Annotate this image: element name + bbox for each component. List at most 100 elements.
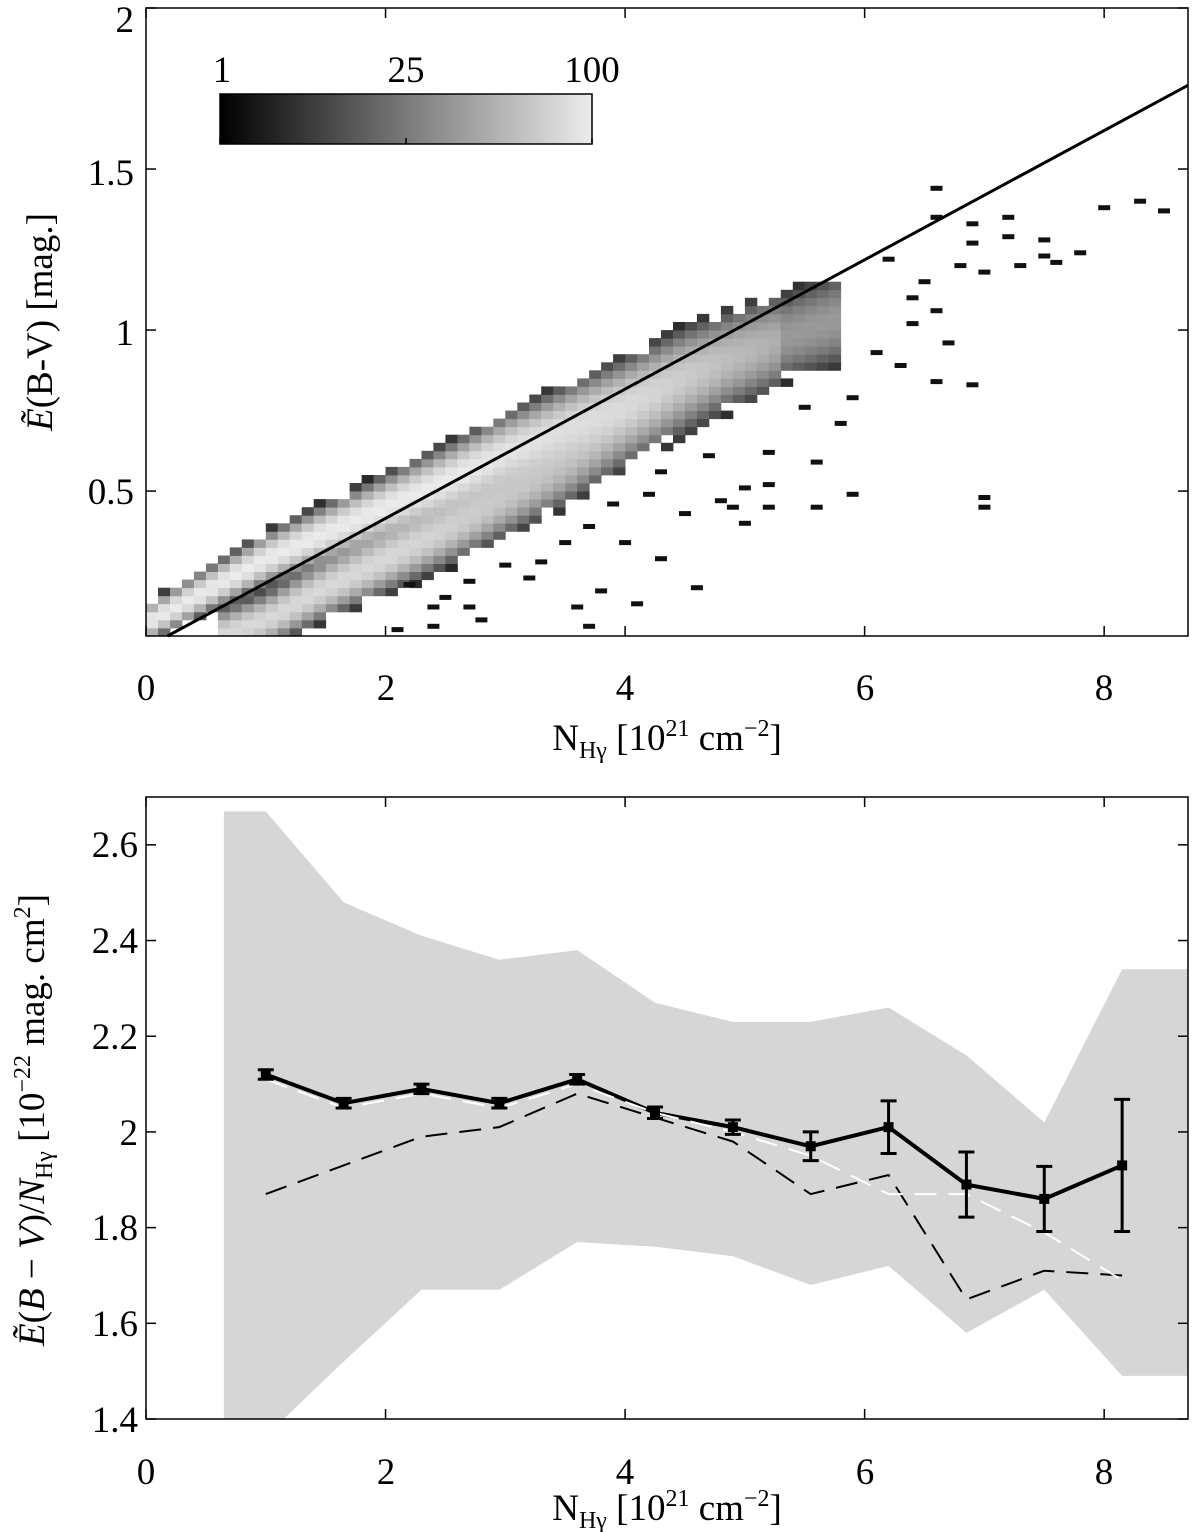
heatmap-cell (445, 507, 458, 516)
heatmap-cell (529, 458, 542, 468)
heatmap-cell (625, 418, 638, 428)
heatmap-cell (792, 281, 806, 291)
heatmap-cell (768, 305, 782, 315)
y-tick-label: 2.2 (92, 1017, 138, 1058)
heatmap-cell (565, 402, 578, 411)
heatmap-cell (756, 322, 770, 331)
heatmap-cell (565, 466, 578, 476)
heatmap-cell (217, 579, 231, 589)
heatmap-cell (217, 555, 231, 564)
heatmap-cell (337, 587, 350, 597)
heatmap-cell (349, 595, 362, 605)
heatmap-cell (708, 386, 722, 395)
heatmap-cell (349, 491, 362, 500)
heatmap-cell (469, 450, 482, 460)
heatmap-cell (768, 297, 782, 307)
heatmap-cell (313, 515, 327, 524)
heatmap-cell (708, 370, 722, 379)
heatmap-cell (325, 507, 339, 516)
heatmap-cell (481, 523, 494, 532)
heatmap-cell (433, 499, 446, 508)
heatmap-cell (205, 571, 219, 581)
heatmap-cell (421, 515, 434, 524)
y-tick-label: 2.4 (92, 921, 138, 962)
heatmap-cell (505, 475, 518, 484)
heatmap-cell (685, 338, 698, 347)
outlier-cell (978, 504, 991, 510)
heatmap-cell (433, 531, 446, 540)
heatmap-cell (433, 458, 446, 468)
mean-point (338, 1098, 349, 1109)
heatmap-cell (541, 442, 554, 452)
heatmap-cell (625, 442, 638, 452)
heatmap-cell (529, 507, 542, 516)
heatmap-cell (325, 563, 339, 572)
mean-point (883, 1122, 894, 1133)
heatmap-cell (673, 402, 686, 411)
heatmap-cell (661, 442, 674, 452)
heatmap-cell (673, 394, 686, 403)
series-black-dashed (265, 1092, 1123, 1301)
mean-point (260, 1069, 271, 1080)
heatmap-cell (469, 458, 482, 468)
heatmap-cell (673, 362, 686, 371)
heatmap-cell (373, 483, 386, 492)
heatmap-cell (780, 305, 794, 315)
heatmap-cell (625, 378, 638, 387)
heatmap-cell (493, 450, 506, 460)
heatmap-cell (469, 539, 482, 548)
heatmap-cell (505, 483, 518, 492)
heatmap-cell (744, 338, 758, 347)
heatmap-cell (253, 563, 267, 572)
heatmap-cell (253, 627, 267, 637)
heatmap-cell (529, 491, 542, 500)
heatmap-cell (493, 442, 506, 452)
heatmap-cell (385, 491, 398, 500)
heatmap-cell (433, 483, 446, 492)
heatmap-cell (517, 499, 530, 508)
heatmap-cell (589, 378, 602, 387)
heatmap-cell (301, 619, 315, 629)
heatmap-cell (685, 394, 698, 403)
heatmap-cell (445, 523, 458, 532)
heatmap-cell (289, 611, 303, 621)
heatmap-cell (481, 515, 494, 524)
heatmap-cell (289, 539, 303, 548)
heatmap-cell (433, 555, 446, 564)
fit-line (166, 83, 1189, 638)
heatmap-cell (409, 483, 422, 492)
heatmap-cell (337, 547, 350, 556)
heatmap-cell (517, 458, 530, 468)
heatmap-cell (409, 515, 422, 524)
heatmap-cell (649, 386, 662, 395)
heatmap-cell (720, 338, 734, 347)
heatmap-cell (421, 571, 434, 581)
heatmap-cell (457, 483, 470, 492)
mean-point (961, 1179, 972, 1190)
heatmap-cell (517, 402, 530, 411)
heatmap-cell (649, 354, 662, 363)
heatmap-cell (349, 539, 362, 548)
heatmap-cell (685, 418, 698, 428)
heatmap-cell (577, 442, 590, 452)
heatmap-cell (289, 627, 303, 637)
heatmap-cell (589, 466, 602, 476)
heatmap-cell (541, 475, 554, 484)
heatmap-cell (493, 499, 506, 508)
heatmap-cell (409, 547, 422, 556)
heatmap-cell (720, 305, 734, 315)
heatmap-cell (373, 523, 386, 532)
heatmap-cell (685, 426, 698, 436)
heatmap-cell (589, 386, 602, 395)
outlier-cell (391, 627, 404, 633)
heatmap-cell (481, 507, 494, 516)
outlier-cell (619, 540, 632, 546)
heatmap-cell (673, 346, 686, 355)
heatmap-cell (337, 603, 350, 613)
heatmap-cell (780, 362, 794, 371)
heatmap-cell (708, 394, 722, 403)
heatmap-cell (421, 563, 434, 572)
heatmap-cell (816, 338, 830, 347)
heatmap-cell (792, 313, 806, 323)
